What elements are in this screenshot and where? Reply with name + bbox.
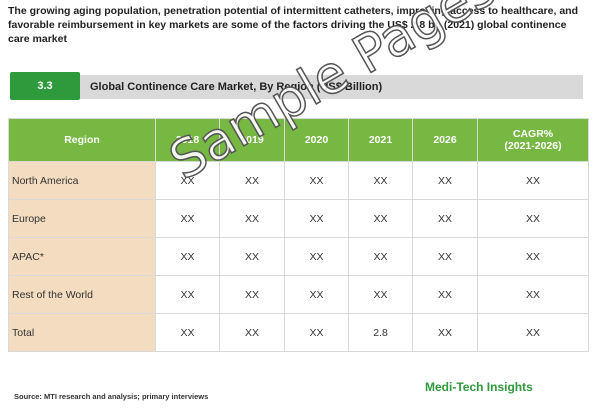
- value-cell: XX: [412, 313, 478, 352]
- value-cell: XX: [219, 313, 285, 352]
- table-row: Rest of the World XX XX XX XX XX XX: [8, 275, 589, 314]
- column-header: Region: [8, 118, 156, 162]
- column-header: 2021: [348, 118, 413, 162]
- table-row: Europe XX XX XX XX XX XX: [8, 199, 589, 238]
- value-cell: XX: [284, 313, 349, 352]
- value-cell: XX: [284, 161, 349, 200]
- region-cell: APAC*: [8, 237, 156, 276]
- source-note: Source: MTI research and analysis; prima…: [14, 392, 209, 401]
- value-cell: XX: [219, 161, 285, 200]
- value-cell: XX: [155, 275, 220, 314]
- value-cell: XX: [219, 199, 285, 238]
- value-cell: XX: [155, 313, 220, 352]
- value-cell: XX: [348, 161, 413, 200]
- value-cell: XX: [412, 199, 478, 238]
- region-cell: North America: [8, 161, 156, 200]
- value-cell: XX: [477, 275, 589, 314]
- table-row: North America XX XX XX XX XX XX: [8, 161, 589, 200]
- value-cell: XX: [412, 237, 478, 276]
- region-cell: Total: [8, 313, 156, 352]
- value-cell: XX: [412, 275, 478, 314]
- table-row: APAC* XX XX XX XX XX XX: [8, 237, 589, 276]
- value-cell: XX: [155, 199, 220, 238]
- value-cell: XX: [219, 275, 285, 314]
- column-header: 2019: [219, 118, 285, 162]
- region-cell: Europe: [8, 199, 156, 238]
- region-table: Region 2018 2019 2020 2021 2026 CAGR% (2021-20…: [8, 118, 589, 352]
- value-cell: XX: [284, 237, 349, 276]
- value-cell: XX: [348, 237, 413, 276]
- value-cell: XX: [155, 237, 220, 276]
- value-cell: XX: [155, 161, 220, 200]
- value-cell: XX: [477, 161, 589, 200]
- value-cell: XX: [284, 275, 349, 314]
- header-text: The growing aging population, penetratio…: [8, 5, 578, 45]
- column-header: 2018: [155, 118, 220, 162]
- value-cell: XX: [348, 199, 413, 238]
- table-row: Total XX XX XX 2.8 XX XX: [8, 313, 589, 352]
- value-cell: XX: [477, 237, 589, 276]
- column-header: 2020: [284, 118, 349, 162]
- value-cell: XX: [477, 313, 589, 352]
- table-body: North America XX XX XX XX XX XX Europe XX XX XX XX X…: [8, 161, 589, 352]
- value-cell: XX: [284, 199, 349, 238]
- region-cell: Rest of the World: [8, 275, 156, 314]
- logo: Medi-Tech Insights: [425, 380, 533, 394]
- value-cell: XX: [348, 275, 413, 314]
- header-row: Region 2018 2019 2020 2021 2026 CAGR% (2021-20…: [8, 118, 589, 162]
- section-title: Global Continence Care Market, By Region…: [80, 75, 583, 99]
- section-number: 3.3: [10, 72, 80, 100]
- column-header: CAGR% (2021-2026): [477, 118, 589, 162]
- value-cell: XX: [477, 199, 589, 238]
- value-cell: 2.8: [348, 313, 413, 352]
- value-cell: XX: [412, 161, 478, 200]
- value-cell: XX: [219, 237, 285, 276]
- column-header: 2026: [412, 118, 478, 162]
